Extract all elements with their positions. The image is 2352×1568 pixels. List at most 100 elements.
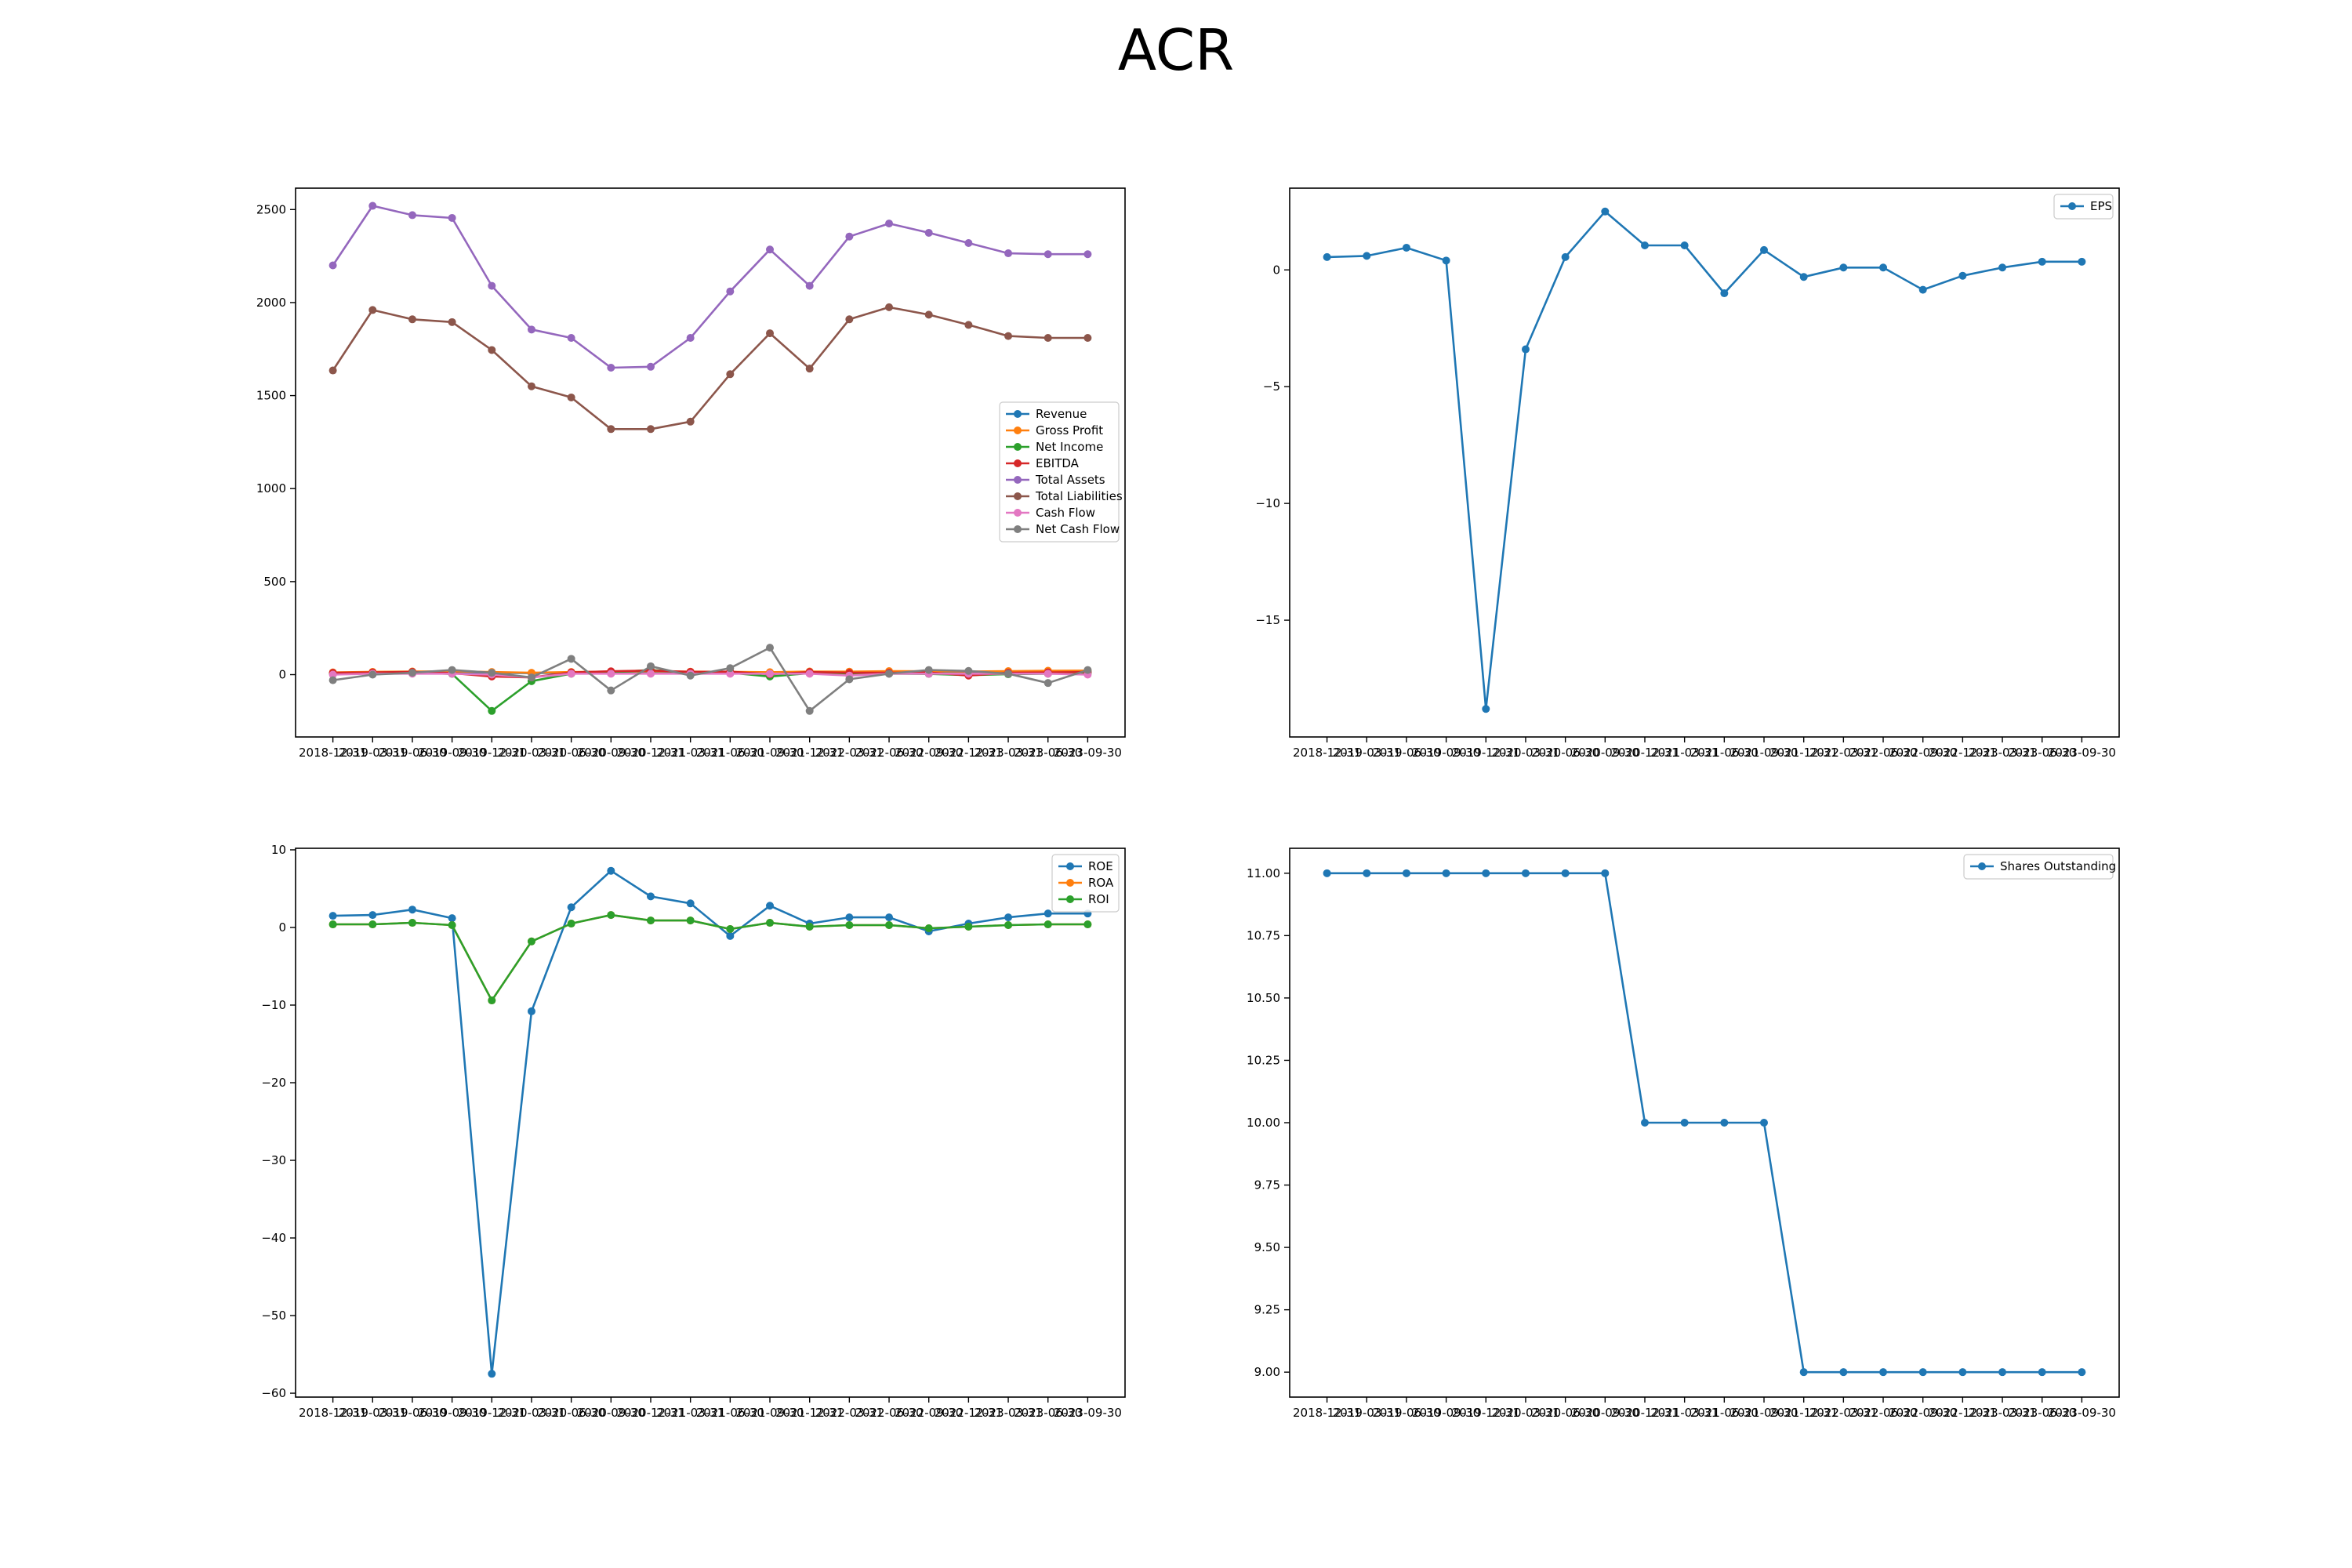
legend-marker bbox=[1066, 879, 1074, 887]
data-point-eps bbox=[1323, 252, 1331, 261]
legend-label: ROA bbox=[1088, 876, 1114, 890]
series-line-roi bbox=[332, 913, 1088, 1002]
data-point-cash-flow bbox=[766, 670, 775, 678]
x-tick-label: 2021-06-30 bbox=[696, 1406, 764, 1420]
x-tick-label: 2020-09-30 bbox=[1571, 1406, 1639, 1420]
data-point-roi bbox=[766, 919, 775, 927]
x-tick-label: 2020-12-31 bbox=[616, 746, 684, 760]
y-tick-label: −30 bbox=[261, 1153, 286, 1167]
data-point-roi bbox=[885, 921, 894, 930]
data-point-cash-flow bbox=[726, 670, 735, 678]
data-point-shares-outstanding bbox=[1482, 869, 1490, 877]
data-point-total-liabilities bbox=[1004, 332, 1013, 340]
data-point-total-liabilities bbox=[448, 318, 456, 326]
y-tick-label: 9.75 bbox=[1254, 1178, 1280, 1192]
data-point-roi bbox=[1044, 920, 1052, 929]
data-point-total-assets bbox=[1044, 250, 1052, 259]
data-point-total-assets bbox=[766, 245, 775, 254]
data-point-total-liabilities bbox=[567, 393, 575, 401]
data-point-shares-outstanding bbox=[1839, 1368, 1848, 1377]
x-tick-label: 2019-09-30 bbox=[1412, 746, 1480, 760]
x-tick-label: 2022-09-30 bbox=[895, 746, 963, 760]
data-point-cash-flow bbox=[805, 670, 814, 678]
x-tick-label: 2022-09-30 bbox=[1889, 746, 1957, 760]
x-tick-label: 2021-12-31 bbox=[1769, 746, 1838, 760]
x-tick-label: 2022-03-31 bbox=[815, 746, 884, 760]
data-point-eps bbox=[1482, 705, 1490, 713]
x-tick-label: 2020-06-30 bbox=[537, 1406, 605, 1420]
x-tick-label: 2018-12-31 bbox=[1293, 746, 1361, 760]
x-tick-label: 2018-12-31 bbox=[1293, 1406, 1361, 1420]
data-point-shares-outstanding bbox=[2038, 1368, 2046, 1377]
y-tick-label: 9.00 bbox=[1254, 1365, 1280, 1379]
x-tick-label: 2020-12-31 bbox=[616, 1406, 684, 1420]
data-point-roe bbox=[527, 1007, 535, 1015]
data-point-net-cash-flow bbox=[686, 671, 695, 680]
data-point-shares-outstanding bbox=[1998, 1368, 2007, 1377]
data-point-total-liabilities bbox=[328, 366, 337, 375]
x-tick-label: 2021-06-30 bbox=[696, 746, 764, 760]
data-point-shares-outstanding bbox=[1561, 869, 1570, 877]
data-point-roe bbox=[1004, 913, 1013, 922]
data-point-shares-outstanding bbox=[1958, 1368, 1967, 1377]
data-point-roi bbox=[328, 920, 337, 929]
data-point-total-liabilities bbox=[924, 310, 933, 319]
data-point-net-cash-flow bbox=[368, 670, 377, 679]
x-tick-label: 2021-03-31 bbox=[1650, 746, 1719, 760]
data-point-shares-outstanding bbox=[1720, 1119, 1729, 1127]
x-tick-label: 2019-03-31 bbox=[1333, 1406, 1401, 1420]
data-point-total-assets bbox=[964, 239, 973, 247]
x-tick-label: 2019-06-30 bbox=[378, 1406, 446, 1420]
data-point-net-cash-flow bbox=[1083, 666, 1092, 674]
x-tick-label: 2020-03-31 bbox=[1491, 746, 1559, 760]
x-tick-label: 2019-12-31 bbox=[1452, 746, 1520, 760]
x-tick-label: 2021-12-31 bbox=[775, 746, 844, 760]
data-point-cash-flow bbox=[328, 670, 337, 679]
data-point-roe bbox=[726, 931, 735, 940]
x-tick-label: 2020-03-31 bbox=[497, 746, 565, 760]
data-point-eps bbox=[1680, 241, 1689, 249]
x-tick-label: 2018-12-31 bbox=[299, 1406, 367, 1420]
x-tick-label: 2019-06-30 bbox=[1372, 1406, 1440, 1420]
x-tick-label: 2021-06-30 bbox=[1690, 1406, 1759, 1420]
x-tick-label: 2020-06-30 bbox=[1531, 1406, 1599, 1420]
legend-label: Net Income bbox=[1036, 440, 1103, 454]
data-point-roi bbox=[726, 924, 735, 933]
legend-bottom-left: ROE ROA ROI bbox=[1051, 854, 1120, 913]
data-point-eps bbox=[1918, 285, 1927, 294]
data-point-cash-flow bbox=[607, 670, 615, 678]
data-point-total-liabilities bbox=[766, 329, 775, 338]
x-tick-label: 2021-12-31 bbox=[775, 1406, 844, 1420]
y-tick-label: 2500 bbox=[256, 202, 286, 216]
series-line-cash-flow bbox=[332, 672, 1088, 679]
data-point-roi bbox=[368, 920, 377, 929]
x-tick-label: 2023-06-30 bbox=[1014, 1406, 1082, 1420]
y-tick-label: 500 bbox=[263, 575, 286, 589]
data-point-roi bbox=[805, 923, 814, 931]
data-point-total-liabilities bbox=[845, 315, 854, 324]
y-tick-label: −5 bbox=[1263, 379, 1280, 394]
data-point-roe bbox=[328, 912, 337, 920]
data-point-roi bbox=[646, 916, 655, 925]
data-point-shares-outstanding bbox=[1521, 869, 1530, 877]
data-point-total-assets bbox=[805, 281, 814, 290]
data-point-net-cash-flow bbox=[964, 666, 973, 675]
x-tick-label: 2023-09-30 bbox=[2048, 746, 2116, 760]
data-point-net-cash-flow bbox=[1004, 670, 1013, 678]
legend-top-left: Revenue Gross Profit Net Income EBITDA Total… bbox=[999, 401, 1123, 543]
data-point-eps bbox=[1402, 243, 1410, 252]
data-point-total-assets bbox=[924, 228, 933, 237]
x-tick-label: 2023-09-30 bbox=[1054, 746, 1122, 760]
x-tick-label: 2019-03-31 bbox=[1333, 746, 1401, 760]
x-tick-label: 2019-12-31 bbox=[458, 746, 526, 760]
y-tick-label: 0 bbox=[278, 920, 286, 935]
x-tick-label: 2021-09-30 bbox=[735, 746, 804, 760]
data-point-eps bbox=[2078, 257, 2086, 266]
data-point-total-assets bbox=[408, 211, 416, 220]
data-point-shares-outstanding bbox=[1442, 869, 1450, 877]
data-point-eps bbox=[1561, 252, 1570, 261]
x-tick-label: 2018-12-31 bbox=[299, 746, 367, 760]
x-tick-label: 2021-06-30 bbox=[1690, 746, 1759, 760]
legend-marker bbox=[1978, 862, 1986, 870]
legend-label: Total Assets bbox=[1035, 473, 1105, 487]
